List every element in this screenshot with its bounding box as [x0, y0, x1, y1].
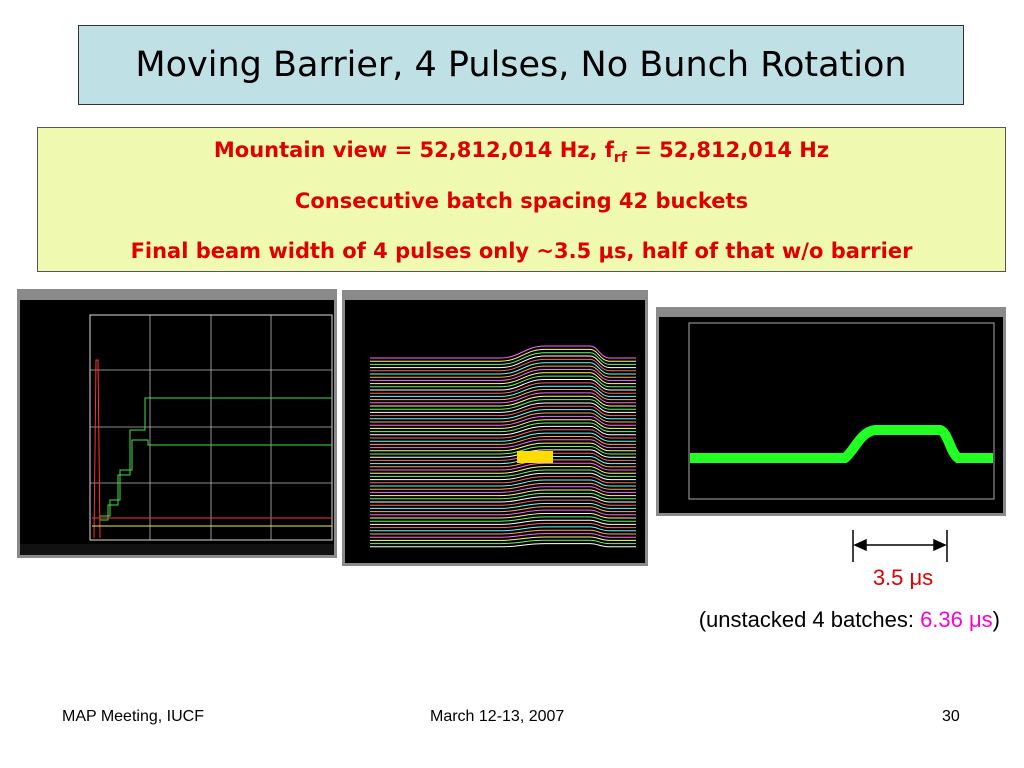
waterfall-trace — [370, 412, 636, 423]
waterfall-trace — [370, 345, 636, 359]
info-line: Final beam width of 4 pulses only ~3.5 μ… — [130, 239, 913, 263]
info-subscript: rf — [613, 150, 627, 167]
waterfall-trace — [370, 499, 636, 506]
plot-grid — [90, 315, 332, 540]
waterfall-trace — [370, 526, 636, 532]
waterfall-trace — [370, 375, 636, 388]
waterfall-trace — [370, 456, 636, 465]
waterfall-trace — [370, 462, 636, 471]
waterfall-trace — [370, 402, 636, 413]
waterfall — [370, 345, 636, 548]
note-text: (unstacked 4 batches: — [698, 607, 921, 632]
waterfall-trace — [370, 496, 636, 503]
waterfall-trace — [370, 486, 636, 493]
footer-right: 30 — [942, 708, 960, 725]
waterfall-trace — [370, 449, 636, 458]
waterfall-trace — [370, 358, 636, 372]
trace — [100, 439, 332, 517]
waterfall-trace — [370, 419, 636, 429]
waterfall-trace — [370, 379, 636, 391]
waterfall-trace — [370, 523, 636, 529]
waterfall-trace — [370, 355, 636, 369]
waterfall-trace — [370, 415, 636, 426]
title-box: Moving Barrier, 4 Pulses, No Bunch Rotat… — [78, 25, 964, 105]
waterfall-trace — [370, 425, 636, 436]
beam-profile — [690, 425, 993, 463]
waterfall-trace — [370, 502, 636, 509]
waterfall-trace — [370, 368, 636, 381]
screenshots — [17, 289, 1006, 566]
waterfall-trace — [370, 513, 636, 519]
waterfall-trace — [370, 432, 636, 442]
trace — [93, 359, 101, 539]
waterfall-trace — [370, 506, 636, 513]
waterfall-trace — [370, 516, 636, 522]
screenshot-plot — [659, 317, 1003, 513]
waterfall-trace — [370, 482, 636, 490]
waterfall-trace — [370, 409, 636, 420]
waterfall-trace — [370, 479, 636, 487]
waterfall-trace — [370, 466, 636, 474]
waterfall-trace — [370, 422, 636, 433]
waterfall-trace — [370, 533, 636, 538]
footer-center: March 12-13, 2007 — [430, 708, 565, 725]
info-text: Mountain view = 52,812,014 Hz, f — [213, 138, 614, 162]
waterfall-trace — [370, 492, 636, 500]
waterfall-trace — [370, 429, 636, 439]
waterfall-trace — [370, 352, 636, 365]
note-value: 6.36 μs — [920, 607, 993, 632]
info-box: Mountain view = 52,812,014 Hz, frf = 52,… — [37, 127, 1006, 272]
title: Moving Barrier, 4 Pulses, No Bunch Rotat… — [135, 45, 907, 85]
note-text: ) — [992, 607, 1000, 632]
waterfall-trace — [370, 529, 636, 535]
waterfall-trace — [370, 399, 636, 410]
waterfall-trace — [370, 509, 636, 516]
waterfall-trace — [370, 372, 636, 385]
waterfall-trace — [370, 476, 636, 484]
waterfall-trace — [370, 348, 636, 362]
waterfall-trace — [370, 392, 636, 404]
width-arrow — [852, 530, 948, 562]
plot-frame — [688, 322, 995, 500]
waterfall-trace — [370, 395, 636, 407]
waterfall-trace — [370, 382, 636, 394]
footer-left: MAP Meeting, IUCF — [62, 708, 204, 725]
width-label: 3.5 μs — [872, 565, 934, 590]
waterfall-trace — [370, 439, 636, 449]
waterfall-trace — [370, 469, 636, 477]
waterfall-trace — [370, 536, 636, 541]
waterfall-trace — [370, 543, 636, 548]
waterfall-trace — [370, 442, 636, 452]
waterfall-trace — [370, 389, 636, 401]
info-line: Consecutive batch spacing 42 buckets — [294, 189, 749, 213]
status-bar — [20, 544, 334, 555]
info-line: Mountain view = 52,812,014 Hz, frf = 52,… — [38, 138, 1005, 166]
screenshot-plot — [20, 300, 334, 555]
waterfall-trace — [370, 459, 636, 468]
waterfall-trace — [370, 385, 636, 397]
waterfall-trace — [370, 365, 636, 378]
waterfall-trace — [370, 452, 636, 461]
trace — [100, 397, 332, 521]
waterfall-trace — [370, 539, 636, 545]
waterfall-trace — [370, 435, 636, 445]
waterfall-trace — [370, 446, 636, 455]
waterfall-trace — [370, 519, 636, 525]
info-text: = 52,812,014 Hz — [626, 138, 830, 162]
waterfall-trace — [370, 472, 636, 481]
waterfall-highlight — [517, 451, 553, 463]
waterfall-trace — [370, 405, 636, 417]
waterfall-trace — [370, 489, 636, 497]
note: (unstacked 4 batches: 6.36 μs) — [699, 607, 1000, 633]
waterfall-trace — [370, 362, 636, 375]
